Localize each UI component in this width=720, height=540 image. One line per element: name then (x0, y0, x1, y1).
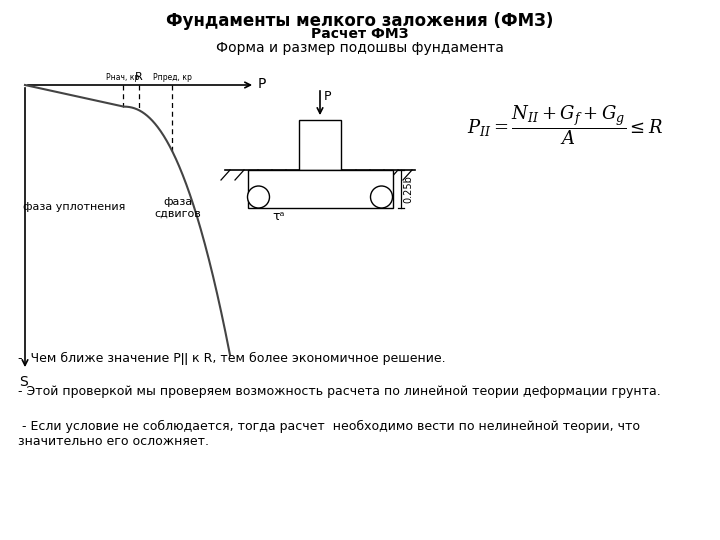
Text: Форма и размер подошвы фундамента: Форма и размер подошвы фундамента (216, 41, 504, 55)
Text: b: b (316, 170, 324, 183)
Circle shape (248, 186, 269, 208)
Text: 0.25b: 0.25b (403, 175, 413, 203)
Bar (299, 120, 341, 170)
Text: R: R (135, 72, 143, 82)
Text: τᵃ: τᵃ (272, 210, 285, 223)
Text: P: P (258, 77, 266, 91)
Text: фаза уплотнения: фаза уплотнения (23, 202, 125, 213)
Text: - Этой проверкой мы проверяем возможность расчета по линейной теории деформации : - Этой проверкой мы проверяем возможност… (18, 385, 661, 398)
Text: фаза
сдвигов: фаза сдвигов (155, 197, 202, 218)
Text: Pнач, кр: Pнач, кр (107, 73, 140, 82)
Text: Расчет ФМЗ: Расчет ФМЗ (311, 27, 409, 41)
Text: Pпред, кр: Pпред, кр (153, 73, 192, 82)
Text: $P_{II} = \dfrac{N_{II} + G_f + G_g}{A} \leq R$: $P_{II} = \dfrac{N_{II} + G_f + G_g}{A} … (467, 103, 663, 147)
Text: P: P (324, 90, 331, 103)
Text: - Если условие не соблюдается, тогда расчет  необходимо вести по нелинейной теор: - Если условие не соблюдается, тогда рас… (18, 420, 640, 448)
Text: Фундаменты мелкого заложения (ФМЗ): Фундаменты мелкого заложения (ФМЗ) (166, 12, 554, 30)
Circle shape (371, 186, 392, 208)
Text: S: S (19, 375, 27, 389)
Text: -  Чем ближе значение Pǀǀ к R, тем более экономичное решение.: - Чем ближе значение Pǀǀ к R, тем более … (18, 352, 446, 365)
Bar (248, 170, 392, 208)
